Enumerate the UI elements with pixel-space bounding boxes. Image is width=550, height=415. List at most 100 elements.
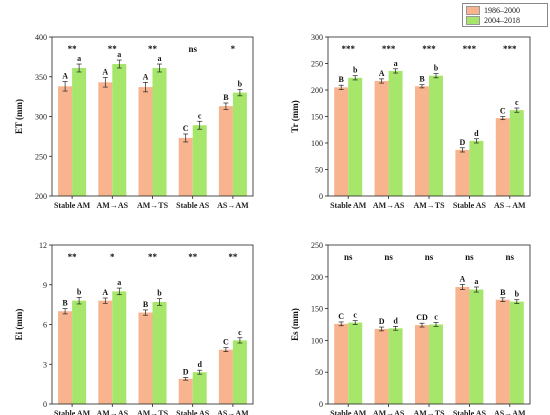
letter-et-s0-c0: A [62, 72, 68, 81]
letter-tr-s0-c3: D [460, 138, 466, 147]
y-tick-label-et-1: 250 [35, 152, 47, 161]
bar-tr-s1-c2 [429, 75, 443, 196]
bar-tr-s1-c4 [509, 110, 524, 196]
y-tick-label-es-5: 250 [311, 241, 323, 250]
bar-tr-s0-c1 [374, 80, 389, 196]
bar-et-s0-c3 [178, 137, 193, 196]
letter-ei-s1-c1: a [117, 278, 121, 287]
y-tick-label-es-2: 100 [311, 336, 323, 345]
bar-ei-s1-c4 [232, 340, 247, 404]
legend-swatch-1986-2000 [466, 5, 480, 15]
letter-tr-s0-c0: B [339, 75, 345, 84]
legend-label-2004-2018: 2004–2018 [484, 15, 520, 25]
bar-es-s0-c4 [495, 299, 510, 404]
bar-es-s0-c0 [334, 323, 349, 404]
y-tick-label-tr-0: 0 [319, 192, 323, 201]
bar-et-s1-c4 [232, 92, 247, 196]
letter-es-s1-c3: a [474, 277, 478, 286]
x-tick-label-ei-4: AS→AM [217, 409, 249, 415]
bar-tr-s0-c4 [495, 118, 510, 196]
significance-es-c1: ns [384, 252, 393, 262]
x-tick-label-es-0: Stable AM [330, 409, 367, 415]
bar-et-s0-c1 [98, 82, 113, 196]
significance-tr-c0: *** [341, 44, 355, 54]
letter-ei-s0-c2: B [143, 300, 149, 309]
significance-et-c0: ** [68, 44, 78, 54]
letter-tr-s0-c4: C [500, 107, 506, 116]
x-tick-label-es-4: AS→AM [494, 409, 526, 415]
significance-es-c0: ns [344, 252, 353, 262]
y-tick-label-tr-3: 150 [311, 113, 323, 122]
bar-ei-s1-c2 [152, 301, 167, 404]
bar-tr-s1-c0 [348, 77, 363, 196]
letter-et-s1-c0: a [77, 54, 81, 63]
letter-ei-s1-c3: d [197, 360, 202, 369]
x-tick-label-et-4: AS→AM [217, 201, 249, 210]
significance-es-c4: ns [506, 252, 515, 262]
significance-tr-c3: *** [463, 44, 477, 54]
bar-et-s1-c1 [112, 64, 127, 196]
letter-tr-s0-c1: A [379, 69, 385, 78]
x-tick-label-tr-4: AS→AM [494, 201, 526, 210]
bar-et-s1-c3 [192, 125, 207, 196]
bar-ei-s0-c3 [178, 378, 193, 404]
letter-et-s1-c3: c [198, 111, 202, 120]
letter-tr-s1-c1: a [394, 59, 398, 68]
x-tick-label-tr-3: Stable AS [453, 201, 487, 210]
x-tick-label-es-2: AM→TS [413, 409, 445, 415]
significance-et-c3: ns [188, 44, 197, 54]
letter-es-s1-c1: d [393, 316, 398, 325]
letter-tr-s1-c3: d [474, 129, 479, 138]
legend-item-1986-2000: 1986–2000 [466, 5, 520, 15]
letter-et-s0-c1: A [102, 68, 108, 77]
bar-es-s0-c3 [455, 286, 470, 404]
significance-ei-c0: ** [68, 252, 78, 262]
y-tick-label-et-0: 200 [35, 192, 47, 201]
bar-tr-s1-c3 [469, 140, 484, 196]
y-tick-label-tr-4: 200 [311, 86, 323, 95]
x-tick-label-tr-0: Stable AM [330, 201, 367, 210]
x-tick-label-es-3: Stable AS [453, 409, 487, 415]
y-tick-label-ei-0: 0 [43, 400, 47, 409]
significance-tr-c4: *** [503, 44, 517, 54]
significance-et-c2: ** [148, 44, 158, 54]
letter-es-s0-c3: A [460, 274, 466, 283]
letter-et-s0-c4: B [223, 93, 229, 102]
letter-et-s1-c4: b [238, 79, 243, 88]
x-tick-label-et-1: AM→AS [97, 201, 129, 210]
x-tick-label-es-1: AM→AS [373, 409, 405, 415]
letter-es-s0-c4: B [500, 288, 506, 297]
x-tick-label-ei-1: AM→AS [97, 409, 129, 415]
letter-tr-s1-c0: b [353, 66, 358, 75]
y-axis-label-ei: Ei (mm) [14, 309, 24, 341]
letter-et-s1-c2: a [158, 54, 162, 63]
significance-ei-c2: ** [148, 252, 158, 262]
letter-es-s1-c0: c [353, 311, 357, 320]
y-tick-label-et-2: 300 [35, 113, 47, 122]
y-tick-label-ei-3: 9 [43, 281, 47, 290]
letter-et-s0-c3: C [183, 124, 189, 133]
legend-label-1986-2000: 1986–2000 [484, 5, 520, 15]
letter-ei-s1-c0: b [77, 287, 82, 296]
y-tick-label-et-3: 350 [35, 73, 47, 82]
significance-et-c1: ** [108, 44, 118, 54]
y-tick-label-ei-1: 3 [43, 360, 47, 369]
y-axis-label-es: Es (mm) [290, 308, 300, 341]
legend-swatch-2004-2018 [466, 15, 480, 25]
bar-et-s0-c4 [218, 106, 233, 196]
bar-tr-s0-c0 [334, 87, 349, 196]
x-tick-label-tr-1: AM→AS [373, 201, 405, 210]
letter-ei-s0-c1: A [102, 288, 108, 297]
x-tick-label-et-0: Stable AM [54, 201, 91, 210]
bar-es-s0-c1 [374, 328, 389, 404]
panel-et: A A A C Ba a a c b ** ** ** ns * 200 250 300 350 400 Stable… [14, 33, 254, 210]
significance-tr-c1: *** [382, 44, 396, 54]
bar-ei-s1-c0 [72, 300, 87, 404]
bar-es-s1-c1 [388, 328, 403, 404]
bar-tr-s0-c2 [415, 86, 429, 196]
x-tick-label-tr-2: AM→TS [413, 201, 445, 210]
significance-tr-c2: *** [422, 44, 436, 54]
